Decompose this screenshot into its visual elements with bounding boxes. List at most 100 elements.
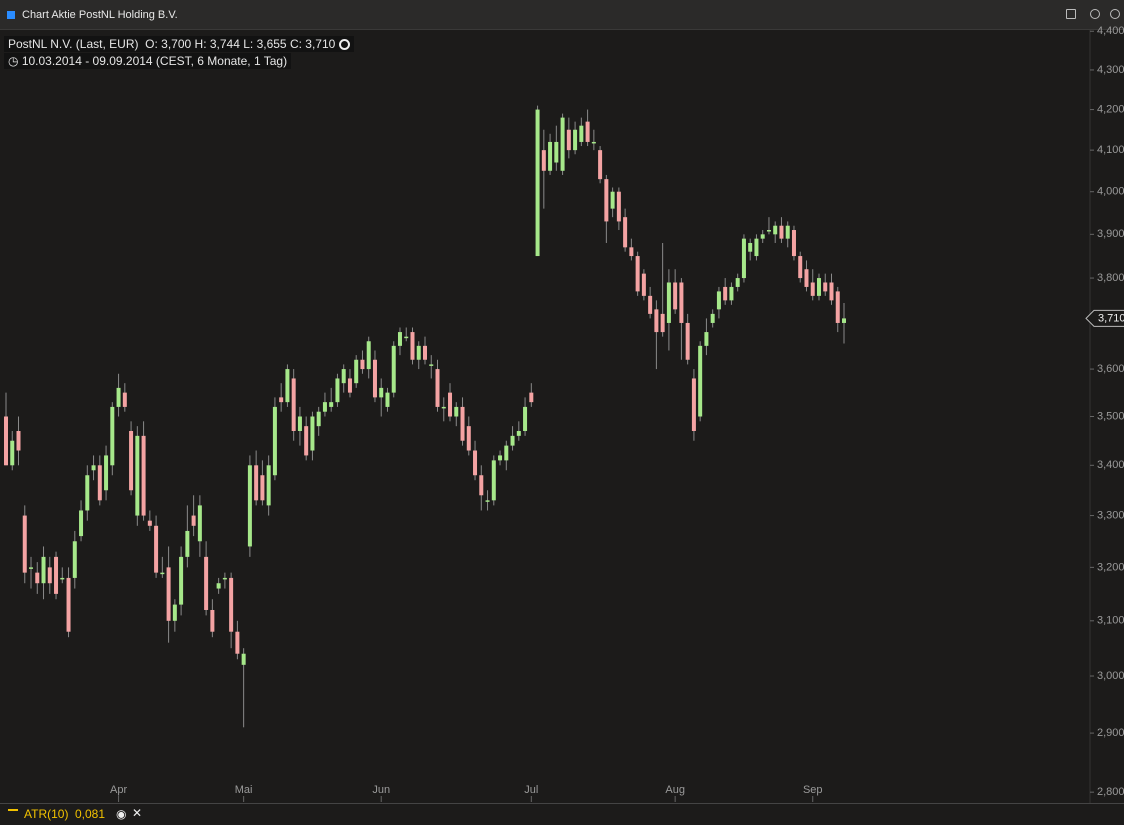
y-tick-label: 2,900 <box>1097 727 1124 739</box>
candle-body <box>60 577 65 580</box>
candle-body <box>104 455 109 491</box>
candle-body <box>654 309 659 333</box>
last-price-marker <box>1085 309 1124 327</box>
candle-body <box>41 556 46 584</box>
candle-body <box>147 520 152 526</box>
window-title: Chart Aktie PostNL Holding B.V. <box>22 9 178 21</box>
candle-body <box>473 450 478 476</box>
candle-body <box>466 426 471 451</box>
candle-body <box>391 345 396 393</box>
candle-body <box>285 369 290 403</box>
candle-body <box>29 567 34 569</box>
candle-body <box>372 359 377 398</box>
candle-body <box>660 313 665 333</box>
y-tick-label: 3,800 <box>1097 272 1124 284</box>
candle-body <box>504 445 509 461</box>
candle-body <box>116 387 121 407</box>
candle-body <box>441 406 446 409</box>
candle-body <box>516 430 521 436</box>
date-range: 10.03.2014 - 09.09.2014 (CEST, 6 Monate,… <box>21 54 288 68</box>
instrument: PostNL N.V. (Last, EUR) <box>8 37 139 51</box>
y-tick-label: 3,900 <box>1097 228 1124 240</box>
candle-body <box>385 392 390 407</box>
chart-info: PostNL N.V. (Last, EUR) O: 3,700 H: 3,74… <box>4 36 354 70</box>
atr-settings[interactable]: ◉ <box>116 807 127 821</box>
y-tick-label: 3,200 <box>1097 561 1124 573</box>
candle-body <box>729 286 734 301</box>
candle-body <box>197 505 202 542</box>
candle-body <box>635 256 640 292</box>
candle-body <box>785 225 790 239</box>
candle-body <box>723 286 728 301</box>
candle-body <box>204 556 209 610</box>
candle-body <box>523 406 528 431</box>
atr-remove[interactable]: ✕ <box>132 806 143 820</box>
candle-body <box>498 455 503 461</box>
candle-body <box>435 369 440 407</box>
close-button[interactable] <box>1110 9 1120 19</box>
candle-body <box>754 238 759 257</box>
candle-body <box>535 109 540 257</box>
x-tick-label: Sep <box>803 784 823 796</box>
candle-body <box>842 318 846 323</box>
candle-body <box>604 179 609 222</box>
atr-value: 0,081 <box>75 807 106 821</box>
candle-body <box>279 397 284 403</box>
candle-body <box>329 402 334 407</box>
candle-body <box>35 572 40 584</box>
options-icon[interactable] <box>338 39 350 51</box>
y-tick-label: 4,300 <box>1097 64 1124 76</box>
candle-body <box>247 465 252 547</box>
candle-body <box>222 577 227 580</box>
candle-body <box>766 230 771 232</box>
x-tick-label: Aug <box>665 784 685 796</box>
candle-body <box>666 282 671 323</box>
candle-body <box>798 256 803 279</box>
candle-body <box>598 150 603 180</box>
x-tick-label: Jul <box>524 784 538 796</box>
candle-body <box>235 631 240 654</box>
candle-body <box>10 440 15 466</box>
candle-body <box>179 556 184 605</box>
y-tick-label: 3,600 <box>1097 363 1124 375</box>
candle-body <box>529 392 534 403</box>
candle-body <box>160 572 165 575</box>
candle-body <box>341 369 346 384</box>
candle-body <box>16 430 21 451</box>
candle-body <box>648 295 653 314</box>
chart: 2,800 2,900 3,000 3,100 3,200 3,300 3,400 3,500… <box>4 25 1124 803</box>
export-button[interactable] <box>1066 9 1076 19</box>
candle-body <box>829 282 834 301</box>
candle-body <box>304 426 309 456</box>
title-bar: Chart Aktie PostNL Holding B.V. <box>0 0 1124 30</box>
candle-body <box>810 282 815 296</box>
candle-body <box>741 238 746 279</box>
candle-body <box>191 515 196 526</box>
candle-body <box>773 225 778 235</box>
candle-body <box>510 435 515 446</box>
candle-body <box>491 460 496 501</box>
window-icon <box>7 11 15 19</box>
candle-body <box>166 567 171 621</box>
candle-body <box>47 567 52 584</box>
candle-body <box>816 278 821 296</box>
settings-button[interactable] <box>1090 9 1100 19</box>
candle-body <box>272 406 277 476</box>
candle-body <box>135 435 140 516</box>
candle-body <box>229 577 234 632</box>
candle-body <box>260 475 265 501</box>
candle-body <box>79 510 84 537</box>
candle-body <box>122 392 127 407</box>
y-tick-label: 3,500 <box>1097 410 1124 422</box>
candle-body <box>54 556 59 594</box>
candle-body <box>566 129 571 151</box>
candle-body <box>141 435 146 516</box>
candle-body <box>97 465 102 501</box>
candle-body <box>322 402 327 412</box>
candle-body <box>579 125 584 142</box>
atr-pane: ATR(10) 0,081 ◉ ✕ <box>0 803 1124 825</box>
candle-body <box>354 359 359 384</box>
candle-body <box>410 332 415 360</box>
candle-body <box>760 234 765 239</box>
candle-body <box>616 191 621 222</box>
